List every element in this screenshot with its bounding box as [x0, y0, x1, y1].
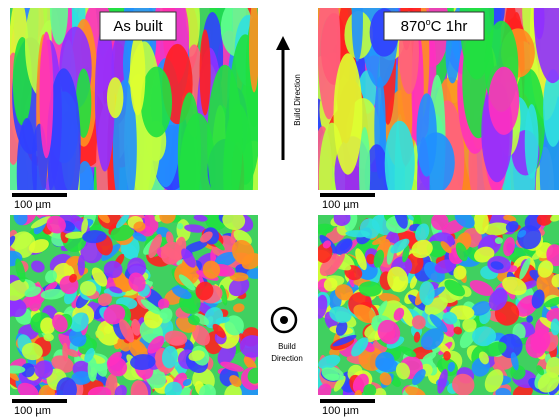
direction-label: Direction — [271, 354, 303, 363]
grain — [525, 104, 539, 179]
ebsd-map — [0, 201, 266, 409]
label-part: 870 — [401, 18, 426, 35]
panel-label: 870oC 1hr — [401, 17, 468, 35]
scale-bar — [320, 193, 375, 197]
scale-label: 100 µm — [14, 199, 51, 211]
ebsd-map — [306, 202, 559, 405]
grain — [207, 65, 242, 218]
grain — [488, 67, 519, 135]
grain — [141, 67, 172, 138]
grain — [416, 93, 436, 176]
scale-label: 100 µm — [322, 199, 359, 211]
scale-bar — [12, 193, 67, 197]
scale-label: 100 µm — [14, 405, 51, 417]
grain — [200, 29, 211, 115]
label-part: C 1hr — [431, 18, 468, 35]
scale-bar — [12, 399, 67, 403]
panel-label: As built — [113, 18, 163, 35]
arrow-head — [276, 36, 290, 50]
grain — [130, 33, 145, 115]
grain — [39, 32, 53, 159]
out-of-plane-dot — [280, 316, 288, 324]
grain — [334, 53, 363, 174]
direction-label: Build Direction — [293, 74, 302, 126]
direction-label: Build — [278, 342, 296, 351]
grain — [107, 77, 123, 118]
scale-label: 100 µm — [322, 405, 359, 417]
grain — [56, 377, 77, 402]
grain — [78, 255, 85, 276]
scale-bar — [320, 399, 375, 403]
grain — [249, 0, 259, 92]
figure: As built 870oC 1hr 100 µm 100 µm 100 µm … — [0, 0, 559, 418]
grain — [385, 121, 415, 206]
grain — [178, 92, 201, 216]
